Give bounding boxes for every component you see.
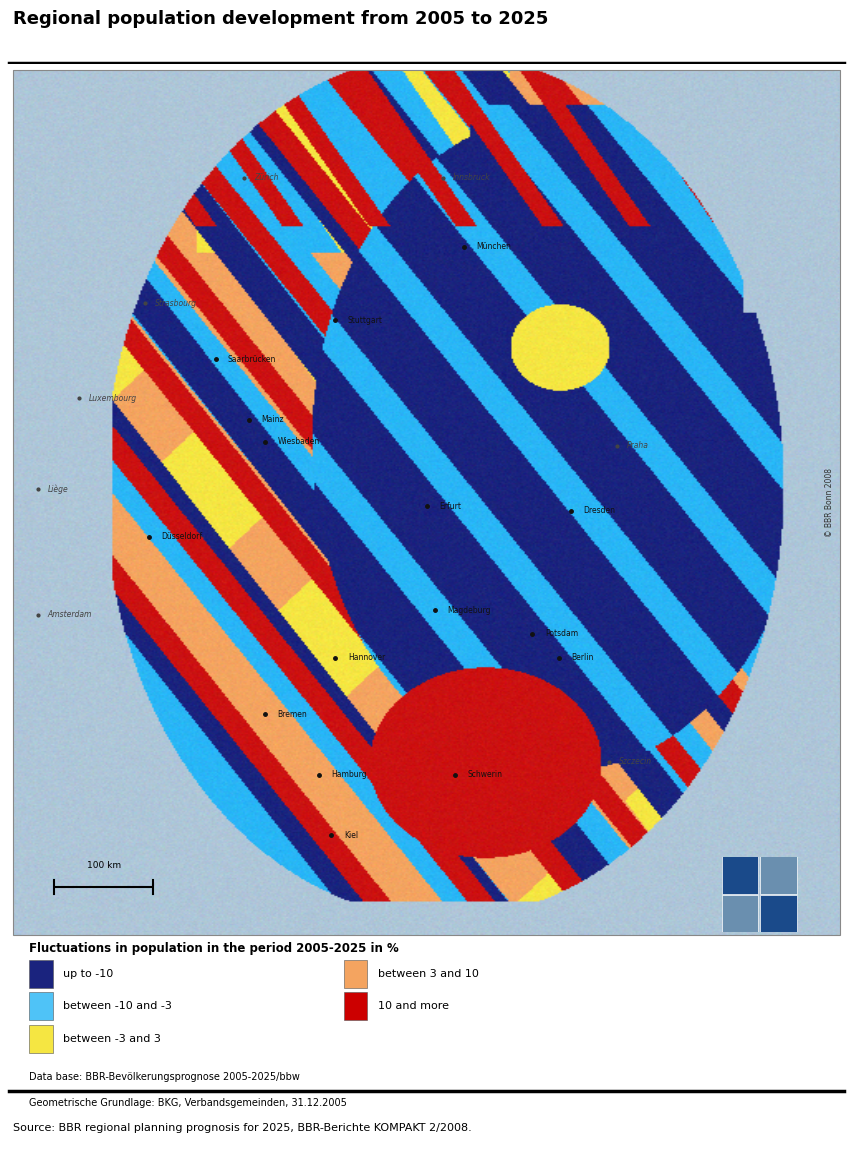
Text: Potsdam: Potsdam	[544, 629, 578, 639]
Text: Stuttgart: Stuttgart	[348, 316, 383, 325]
Text: © BBR Bonn 2008: © BBR Bonn 2008	[824, 468, 833, 536]
Bar	[343, 991, 366, 1019]
Text: Wiesbaden: Wiesbaden	[277, 437, 320, 446]
Text: Fluctuations in population in the period 2005-2025 in %: Fluctuations in population in the period…	[29, 942, 399, 954]
Text: between -10 and -3: between -10 and -3	[63, 1001, 172, 1011]
Bar	[29, 960, 53, 988]
Text: Bremen: Bremen	[277, 709, 307, 719]
Bar	[343, 960, 366, 988]
Text: Magdeburg: Magdeburg	[446, 606, 490, 615]
Text: Praha: Praha	[626, 441, 648, 450]
Text: Berlin: Berlin	[571, 654, 593, 662]
Bar	[759, 820, 796, 894]
Bar	[29, 991, 53, 1019]
Text: 10 and more: 10 and more	[377, 1001, 448, 1011]
Text: Regional population development from 2005 to 2025: Regional population development from 200…	[13, 9, 548, 28]
Text: Erfurt: Erfurt	[439, 502, 460, 511]
Text: Düsseldorf: Düsseldorf	[162, 532, 203, 541]
Text: Szczecin: Szczecin	[618, 757, 651, 766]
Text: Data base: BBR-Bevölkerungsprognose 2005-2025/bbw: Data base: BBR-Bevölkerungsprognose 2005…	[29, 1073, 300, 1082]
Text: between 3 and 10: between 3 and 10	[377, 968, 478, 979]
Text: up to -10: up to -10	[63, 968, 113, 979]
Text: Dresden: Dresden	[583, 506, 615, 515]
Text: Strasbourg: Strasbourg	[155, 298, 197, 308]
Text: Saarbrücken: Saarbrücken	[227, 355, 276, 363]
Text: between -3 and 3: between -3 and 3	[63, 1034, 161, 1044]
Text: Kiel: Kiel	[343, 830, 358, 839]
Bar	[759, 895, 796, 931]
Text: 100 km: 100 km	[87, 861, 121, 870]
Text: Geometrische Grundlage: BKG, Verbandsgemeinden, 31.12.2005: Geometrische Grundlage: BKG, Verbandsgem…	[29, 1098, 347, 1108]
Text: Amsterdam: Amsterdam	[48, 610, 92, 619]
Text: Hannover: Hannover	[348, 654, 385, 662]
Text: Innsbruck: Innsbruck	[452, 173, 490, 182]
Text: Mainz: Mainz	[261, 416, 284, 425]
Text: Source: BBR regional planning prognosis for 2025, BBR-Berichte KOMPAKT 2/2008.: Source: BBR regional planning prognosis …	[13, 1123, 471, 1133]
Text: Zürich: Zürich	[254, 173, 279, 182]
Text: Schwerin: Schwerin	[468, 770, 503, 779]
Text: München: München	[475, 243, 510, 252]
Text: Hamburg: Hamburg	[331, 770, 366, 779]
Bar	[721, 820, 757, 894]
Text: Luxembourg: Luxembourg	[89, 394, 137, 403]
Text: Liège: Liège	[48, 484, 68, 493]
Bar	[29, 1025, 53, 1053]
Bar	[721, 895, 757, 931]
